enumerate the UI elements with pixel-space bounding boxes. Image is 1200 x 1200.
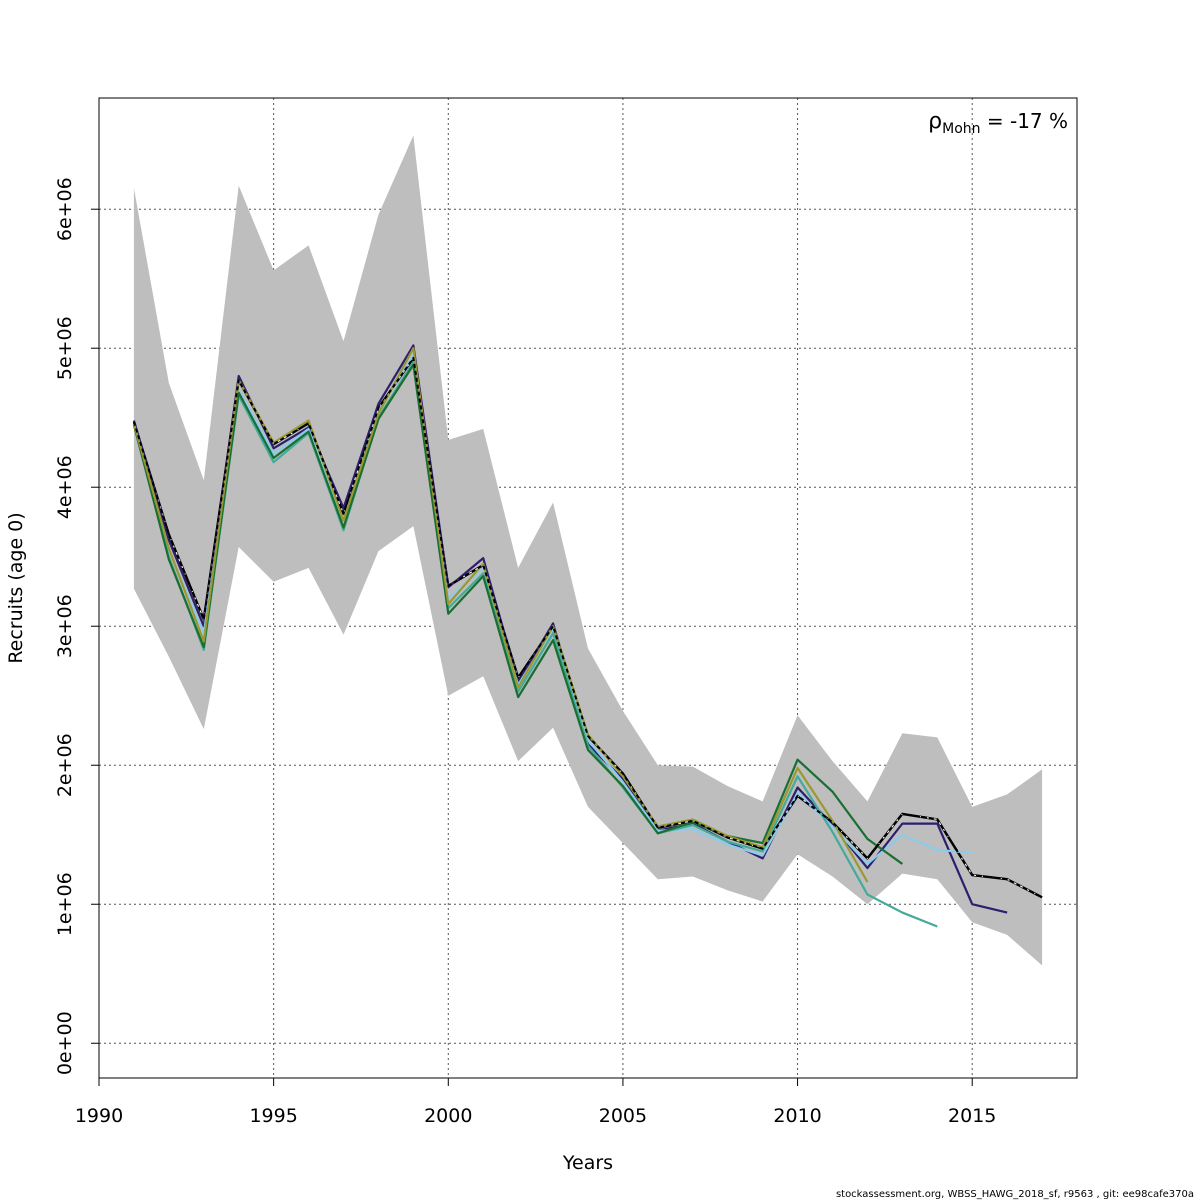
- y-tick-label: 3e+06: [54, 594, 76, 658]
- y-tick-label: 4e+06: [54, 455, 76, 519]
- grid-lines: [98, 98, 1077, 1078]
- mohn-rho-annotation: ρMohn = -17 %: [928, 109, 1068, 137]
- x-axis: 1990 1995 2000 2005 2010 2015: [75, 1077, 996, 1127]
- series-line-peel-3: [132, 361, 938, 928]
- footer-credit: stockassessment.org, WBSS_HAWG_2018_sf, …: [836, 1189, 1194, 1200]
- series-lines: [132, 344, 1043, 928]
- x-tick-label: 1990: [75, 1105, 123, 1127]
- x-tick-label: 1995: [249, 1105, 297, 1127]
- series-line-peel-4: [132, 363, 903, 865]
- y-axis: 0e+00 1e+06 2e+06 3e+06 4e+06 5e+06 6e+06: [54, 177, 100, 1075]
- y-tick-label: 1e+06: [54, 872, 76, 936]
- confidence-band-group: [133, 135, 1043, 966]
- rho-value: = -17 %: [981, 109, 1069, 133]
- y-axis-title: Recruits (age 0): [5, 512, 27, 663]
- x-tick-label: 2015: [948, 1105, 996, 1127]
- x-tick-label: 2005: [599, 1105, 647, 1127]
- confidence-band: [133, 135, 1043, 966]
- series-line-peel-5: [132, 347, 869, 883]
- y-tick-label: 5e+06: [54, 316, 76, 380]
- x-tick-label: 2000: [424, 1105, 472, 1127]
- y-tick-label: 0e+00: [54, 1011, 76, 1075]
- series-line-reference: [132, 356, 1043, 899]
- y-tick-label: 2e+06: [54, 733, 76, 797]
- rho-symbol: ρ: [928, 109, 942, 134]
- x-axis-title: Years: [562, 1152, 613, 1174]
- rho-subscript: Mohn: [942, 121, 980, 137]
- y-tick-label: 6e+06: [54, 177, 76, 241]
- x-tick-label: 2010: [773, 1105, 821, 1127]
